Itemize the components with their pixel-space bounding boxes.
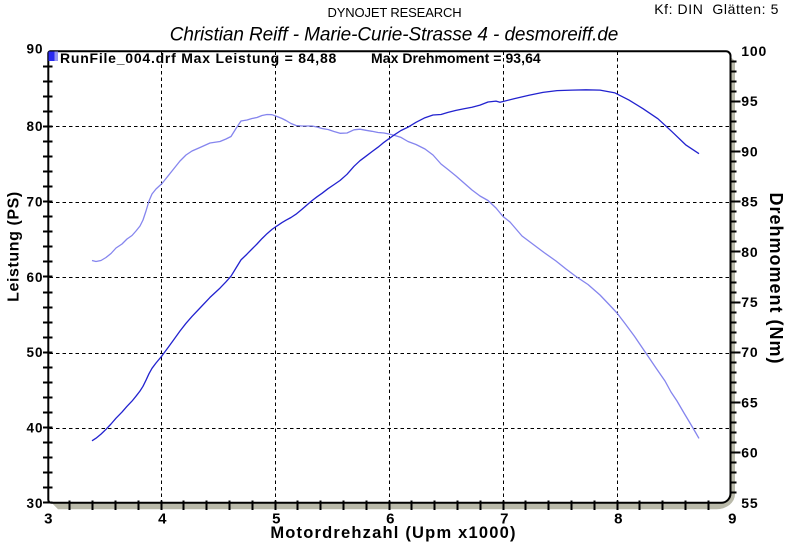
- svg-text:9: 9: [728, 511, 736, 528]
- svg-text:90: 90: [741, 143, 758, 159]
- svg-text:6: 6: [386, 511, 394, 528]
- svg-text:4: 4: [158, 511, 167, 528]
- svg-text:90: 90: [26, 41, 43, 56]
- svg-text:95: 95: [741, 93, 758, 109]
- svg-text:Leistung (PS): Leistung (PS): [6, 191, 23, 302]
- svg-text:8: 8: [614, 511, 622, 528]
- svg-text:Motordrehzahl (Upm x1000): Motordrehzahl (Upm x1000): [270, 524, 516, 542]
- svg-text:Drehmoment (Nm): Drehmoment (Nm): [766, 192, 786, 364]
- svg-text:3: 3: [44, 511, 52, 528]
- svg-text:55: 55: [741, 495, 758, 511]
- svg-text:RunFile_004.drf Max Leistung =: RunFile_004.drf Max Leistung = 84,88: [60, 50, 337, 66]
- svg-text:60: 60: [741, 445, 758, 461]
- svg-text:85: 85: [741, 194, 758, 210]
- svg-text:80: 80: [26, 119, 43, 134]
- svg-text:80: 80: [741, 244, 758, 260]
- svg-text:7: 7: [500, 511, 508, 528]
- svg-text:100: 100: [741, 43, 767, 59]
- svg-text:50: 50: [26, 345, 43, 360]
- svg-text:Max Drehmoment = 93,64: Max Drehmoment = 93,64: [371, 50, 541, 66]
- svg-text:Christian Reiff - Marie-Curie-: Christian Reiff - Marie-Curie-Strasse 4 …: [170, 24, 619, 45]
- svg-text:70: 70: [741, 344, 758, 360]
- svg-text:40: 40: [26, 421, 43, 436]
- svg-text:75: 75: [741, 294, 758, 310]
- svg-text:70: 70: [26, 195, 43, 210]
- svg-text:DYNOJET RESEARCH: DYNOJET RESEARCH: [328, 5, 462, 20]
- svg-text:Kf: DIN Glätten: 5: Kf: DIN Glätten: 5: [654, 1, 779, 17]
- svg-text:5: 5: [272, 511, 280, 528]
- svg-text:65: 65: [741, 395, 758, 411]
- svg-text:60: 60: [26, 270, 43, 285]
- svg-text:30: 30: [26, 496, 43, 511]
